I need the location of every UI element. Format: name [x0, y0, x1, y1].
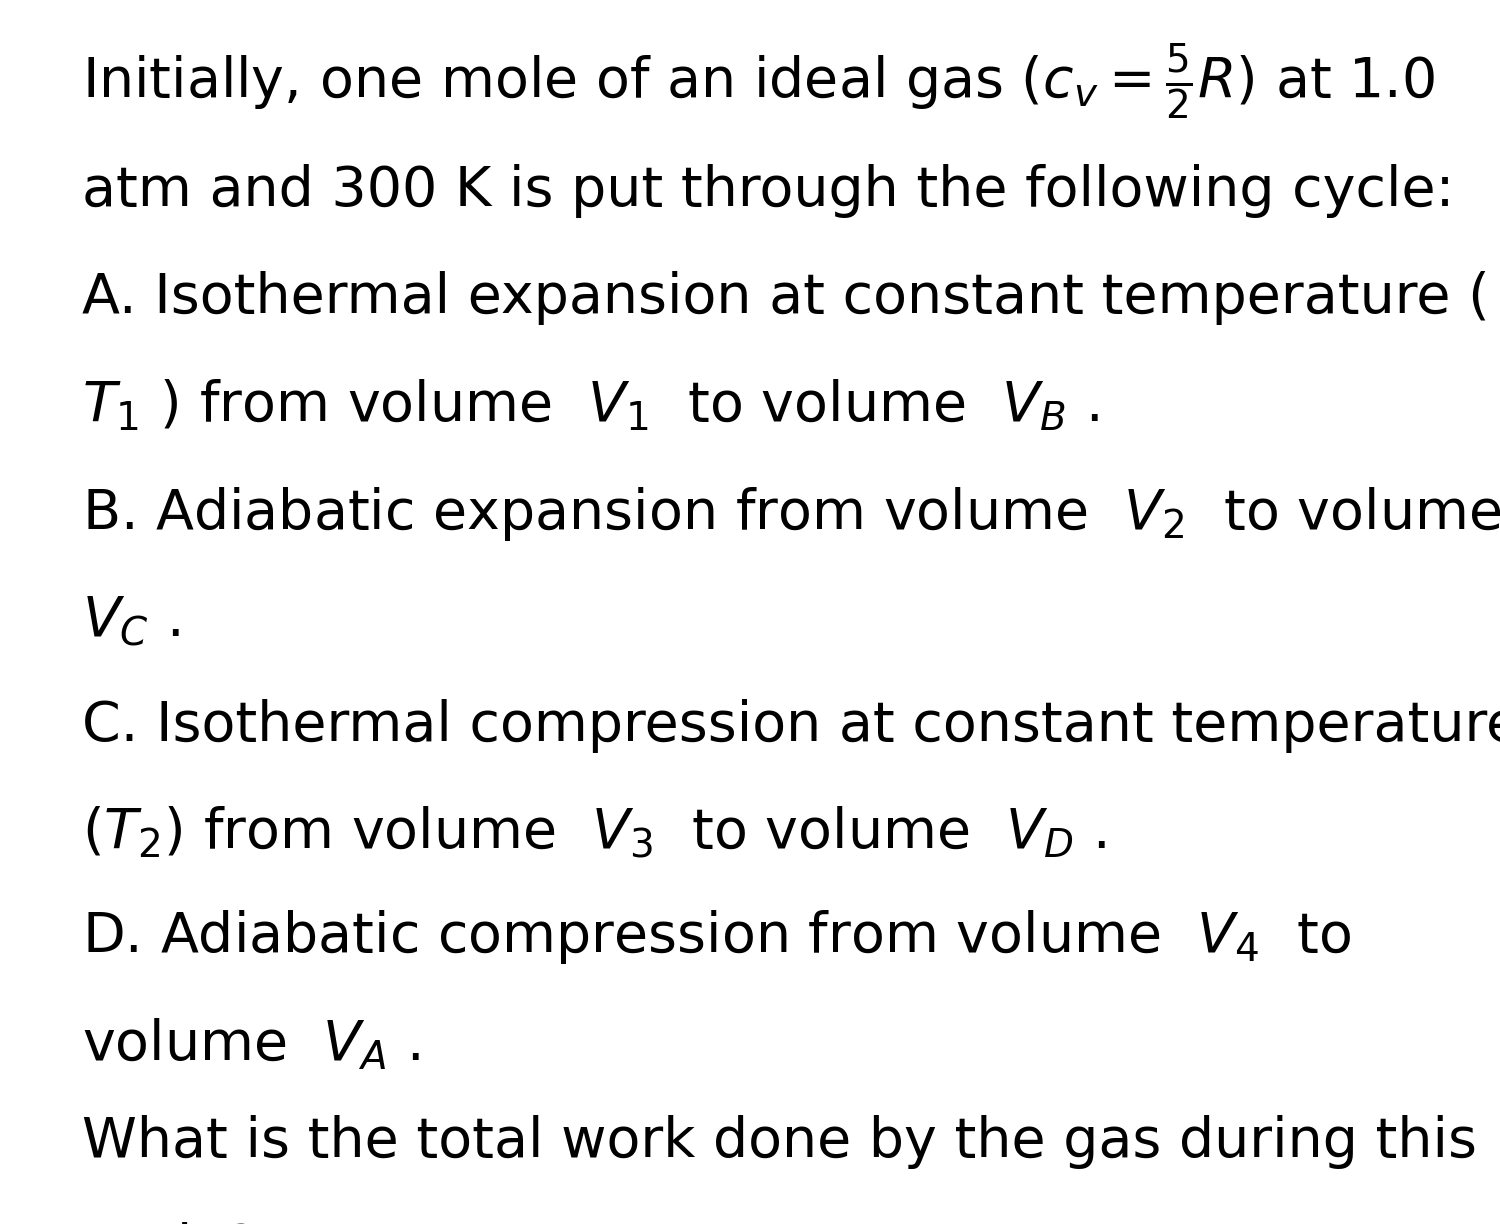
Text: A. Isothermal expansion at constant temperature (: A. Isothermal expansion at constant temp… [82, 272, 1490, 326]
Text: atm and 300 K is put through the following cycle:: atm and 300 K is put through the followi… [82, 164, 1455, 218]
Text: C. Isothermal compression at constant temperature: C. Isothermal compression at constant te… [82, 699, 1500, 753]
Text: Initially, one mole of an ideal gas $( c_{v} = \frac{5}{2}R )$ at 1.0: Initially, one mole of an ideal gas $( c… [82, 42, 1435, 122]
Text: $T_1$ ) from volume  $V_1$  to volume  $V_B$ .: $T_1$ ) from volume $V_1$ to volume $V_B… [82, 378, 1100, 433]
Text: B. Adiabatic expansion from volume  $V_2$  to volume: B. Adiabatic expansion from volume $V_2$… [82, 485, 1500, 542]
Text: What is the total work done by the gas during this: What is the total work done by the gas d… [82, 1115, 1478, 1169]
Text: $V_C$ .: $V_C$ . [82, 595, 180, 649]
Text: $(T_2)$ from volume  $V_3$  to volume  $V_D$ .: $(T_2)$ from volume $V_3$ to volume $V_D… [82, 805, 1107, 860]
Text: volume  $V_A$ .: volume $V_A$ . [82, 1017, 420, 1072]
Text: D. Adiabatic compression from volume  $V_4$  to: D. Adiabatic compression from volume $V_… [82, 908, 1352, 966]
Text: cycle?: cycle? [82, 1223, 255, 1224]
